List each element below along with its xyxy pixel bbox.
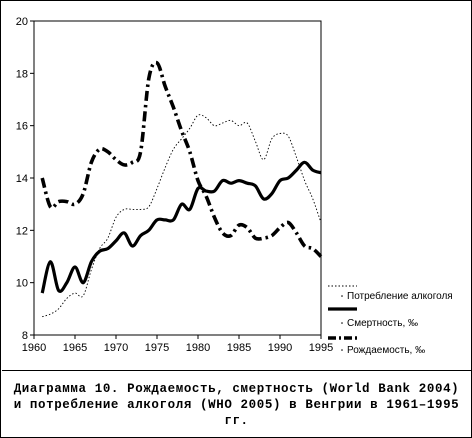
x-tick-label: 1990 <box>268 342 292 354</box>
legend-label: Смертность, ‰ <box>347 318 418 329</box>
x-tick-label: 1960 <box>22 342 46 354</box>
figure-caption: Диаграмма 10. Рождаемость, смертность (W… <box>13 381 460 428</box>
mortality-line <box>40 160 322 294</box>
legend-marker-dot <box>341 295 343 297</box>
x-tick-label: 1975 <box>145 342 169 354</box>
legend-marker-dot <box>341 349 343 351</box>
legend-marker-dot <box>341 322 343 324</box>
y-tick-label: 20 <box>16 16 28 28</box>
axes <box>33 20 322 336</box>
plot-border <box>33 20 322 336</box>
y-tick-label: 14 <box>16 173 28 185</box>
y-tick-label: 10 <box>16 278 28 290</box>
birth-rate-line <box>40 60 323 258</box>
legend: Потребление алкоголя Смертность, ‰ Рождаем… <box>328 285 453 356</box>
legend-label: Рождаемость, ‰ <box>347 345 425 356</box>
x-tick-label: 1970 <box>104 342 128 354</box>
legend-alcohol: Потребление алкоголя <box>328 285 453 302</box>
line-chart: 1960 1965 1970 1975 1980 1985 1990 1995 8 10 12 14 1… <box>16 16 453 356</box>
x-tick-label: 1995 <box>309 342 333 354</box>
legend-mortality: Смертность, ‰ <box>328 307 418 329</box>
y-tick-label: 18 <box>16 68 28 80</box>
legend-label: Потребление алкоголя <box>347 290 453 302</box>
chart-area: 1960 1965 1970 1975 1980 1985 1990 1995 8 10 12 14 1… <box>2 2 471 371</box>
ticks: 1960 1965 1970 1975 1980 1985 1990 1995 8 10 12 14 1… <box>16 16 333 354</box>
alcohol-consumption-line <box>42 114 322 318</box>
x-tick-label: 1980 <box>186 342 210 354</box>
y-tick-label: 16 <box>16 121 28 133</box>
x-tick-label: 1985 <box>227 342 251 354</box>
legend-birth-rate: Рождаемость, ‰ <box>328 336 425 356</box>
x-tick-label: 1965 <box>63 342 87 354</box>
series-lines <box>40 60 323 318</box>
y-tick-label: 12 <box>16 225 28 237</box>
y-tick-label: 8 <box>22 330 28 342</box>
